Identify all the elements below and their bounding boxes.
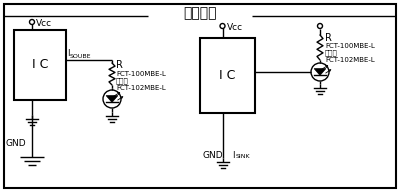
Text: I: I — [67, 49, 70, 58]
Text: SINK: SINK — [236, 153, 250, 159]
Text: R: R — [325, 33, 332, 43]
Text: FCT-102MBE-L: FCT-102MBE-L — [325, 57, 375, 63]
Text: 参考回路: 参考回路 — [183, 6, 217, 20]
Text: または: または — [116, 78, 129, 84]
Polygon shape — [106, 96, 118, 102]
Text: FCT-102MBE-L: FCT-102MBE-L — [116, 85, 166, 91]
Text: FCT-100MBE-L: FCT-100MBE-L — [325, 43, 375, 49]
Polygon shape — [314, 69, 326, 75]
Text: Vcc: Vcc — [36, 20, 52, 28]
Text: I C: I C — [32, 59, 48, 71]
Text: または: または — [325, 50, 338, 56]
Text: SOUBE: SOUBE — [70, 54, 92, 59]
Text: Vcc: Vcc — [226, 23, 243, 32]
Bar — [200, 38, 255, 113]
Bar — [14, 30, 66, 100]
Text: I: I — [232, 151, 235, 160]
Text: I C: I C — [219, 69, 236, 82]
Text: R: R — [116, 60, 123, 70]
Text: GND: GND — [202, 151, 223, 160]
Text: GND: GND — [6, 138, 26, 147]
Text: FCT-100MBE-L: FCT-100MBE-L — [116, 71, 166, 77]
